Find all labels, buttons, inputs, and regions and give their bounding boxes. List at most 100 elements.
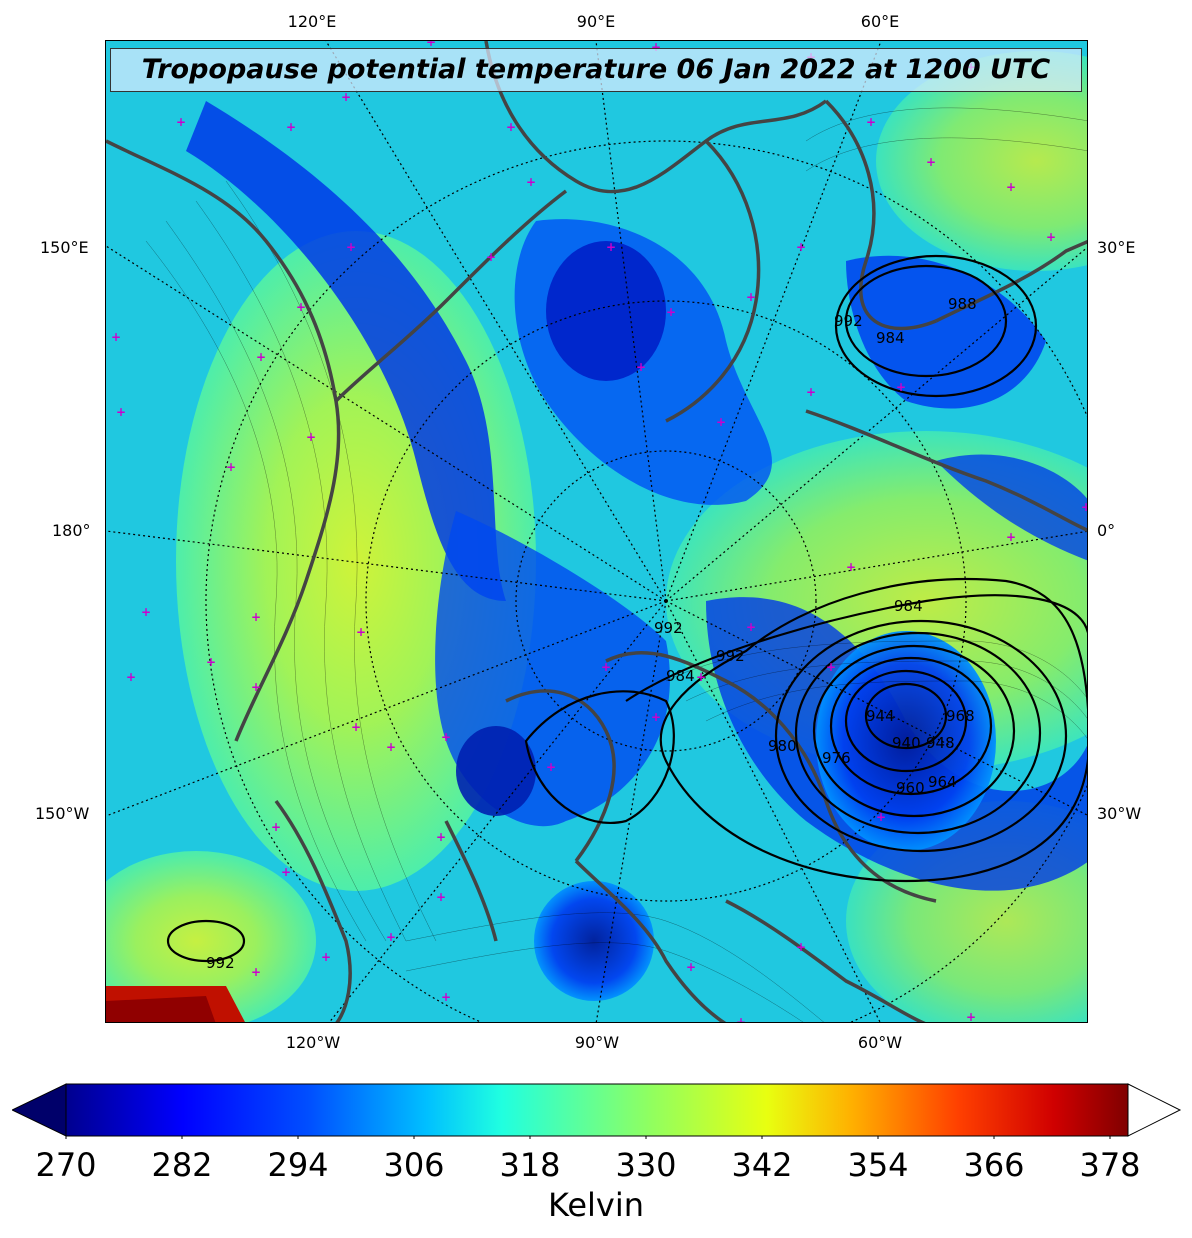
svg-text:+: + (176, 115, 186, 129)
contour-label: 960 (896, 779, 925, 797)
contour-label: 992 (206, 954, 235, 972)
contour-label: 992 (834, 312, 863, 330)
svg-text:+: + (686, 960, 696, 974)
coastlines (106, 41, 1087, 1022)
colorbar-tick-label: 270 (35, 1146, 97, 1184)
colorbar-tick-label: 354 (847, 1146, 909, 1184)
svg-text:+: + (486, 250, 496, 264)
contour-label-group: 992 984 988 992 984 980 976 940 948 960 … (206, 295, 977, 972)
colorbar-tick-label: 294 (267, 1146, 329, 1184)
svg-text:+: + (426, 41, 436, 49)
svg-text:+: + (651, 710, 661, 724)
colorbar-tick-label: 378 (1079, 1146, 1141, 1184)
contour-label: 976 (822, 749, 851, 767)
svg-text:+: + (346, 240, 356, 254)
svg-text:+: + (716, 415, 726, 429)
svg-text:+: + (321, 950, 331, 964)
contour-label: 948 (926, 734, 955, 752)
svg-text:+: + (386, 740, 396, 754)
colorbar-units-label: Kelvin (547, 1186, 645, 1224)
svg-text:+: + (116, 405, 126, 419)
svg-text:+: + (436, 830, 446, 844)
lon-label-right: 30°E (1097, 238, 1136, 257)
svg-text:+: + (506, 120, 516, 134)
lon-label-left: 150°E (40, 238, 89, 257)
lon-label-top: 90°E (576, 12, 616, 31)
lon-label-bottom: 120°W (285, 1033, 341, 1052)
colorbar-tick-label: 330 (615, 1146, 677, 1184)
svg-text:+: + (441, 730, 451, 744)
svg-text:+: + (281, 865, 291, 879)
svg-text:+: + (796, 940, 806, 954)
contour-label: 984 (876, 329, 905, 347)
lon-label-bottom: 60°W (857, 1033, 903, 1052)
contour-label: 984 (894, 597, 923, 615)
colorbar-tick-label: 366 (963, 1146, 1025, 1184)
svg-text:+: + (356, 625, 366, 639)
lon-label-top: 120°E (287, 12, 337, 31)
svg-text:+: + (286, 120, 296, 134)
svg-text:+: + (666, 305, 676, 319)
deep-low-core (816, 631, 996, 851)
svg-text:+: + (696, 670, 706, 684)
svg-text:+: + (876, 810, 886, 824)
svg-text:+: + (251, 610, 261, 624)
warm-region-ne (876, 51, 1087, 271)
contour-label: 944 (866, 707, 895, 725)
svg-text:+: + (606, 240, 616, 254)
svg-text:+: + (601, 660, 611, 674)
svg-text:+: + (736, 1015, 746, 1023)
svg-text:+: + (746, 290, 756, 304)
svg-text:+: + (256, 350, 266, 364)
warm-region-sw (106, 851, 316, 1022)
svg-text:+: + (341, 90, 351, 104)
svg-text:+: + (351, 720, 361, 734)
lon-label-left: 150°W (35, 804, 90, 823)
contour-label: 992 (654, 619, 683, 637)
tropopause-theta-map: 992 984 988 992 984 980 976 940 948 960 … (106, 41, 1087, 1023)
map-panel: 992 984 988 992 984 980 976 940 948 960 … (105, 40, 1088, 1023)
colorbar-extend-high (1127, 1083, 1182, 1137)
colorbar-tick-label: 306 (383, 1146, 445, 1184)
svg-text:+: + (271, 820, 281, 834)
svg-text:+: + (386, 930, 396, 944)
svg-text:+: + (306, 430, 316, 444)
svg-text:+: + (1006, 180, 1016, 194)
station-markers: + ++ ++ + + ++ +++ +++ +++ +++ ++ + +++ +++ … (111, 41, 1087, 1023)
lon-label-right: 30°W (1097, 804, 1142, 823)
cold-low-south (534, 881, 654, 1001)
svg-text:+: + (296, 300, 306, 314)
colorbar-gradient (65, 1083, 1129, 1137)
svg-text:+: + (226, 460, 236, 474)
contour-label: 988 (948, 295, 977, 313)
svg-text:+: + (111, 330, 121, 344)
svg-text:+: + (126, 670, 136, 684)
map-title: Tropopause potential temperature 06 Jan … (110, 48, 1082, 92)
svg-text:+: + (926, 155, 936, 169)
svg-text:+: + (896, 380, 906, 394)
contour-label: 984 (666, 667, 695, 685)
colorbar-tick-label: 282 (151, 1146, 213, 1184)
svg-text:+: + (636, 360, 646, 374)
mslp-contours (166, 254, 1087, 963)
svg-text:+: + (846, 560, 856, 574)
lon-label-top: 60°E (860, 12, 900, 31)
colorbar-tick-label: 342 (731, 1146, 793, 1184)
svg-text:+: + (206, 655, 216, 669)
svg-text:+: + (806, 385, 816, 399)
lon-label-left: 180° (52, 521, 91, 540)
contour-label: 964 (928, 773, 957, 791)
svg-text:+: + (1006, 530, 1016, 544)
svg-text:+: + (441, 990, 451, 1004)
colorbar-tick-label: 318 (499, 1146, 561, 1184)
trough-band-west (186, 101, 506, 601)
svg-text:+: + (866, 115, 876, 129)
colorbar-ticks (65, 1136, 1111, 1139)
colorbar-extend-low (12, 1083, 67, 1137)
svg-text:+: + (546, 760, 556, 774)
svg-text:+: + (966, 1010, 976, 1023)
lon-label-bottom: 90°W (574, 1033, 620, 1052)
contour-label: 968 (946, 707, 975, 725)
svg-text:+: + (526, 175, 536, 189)
contour-label: 980 (768, 737, 797, 755)
